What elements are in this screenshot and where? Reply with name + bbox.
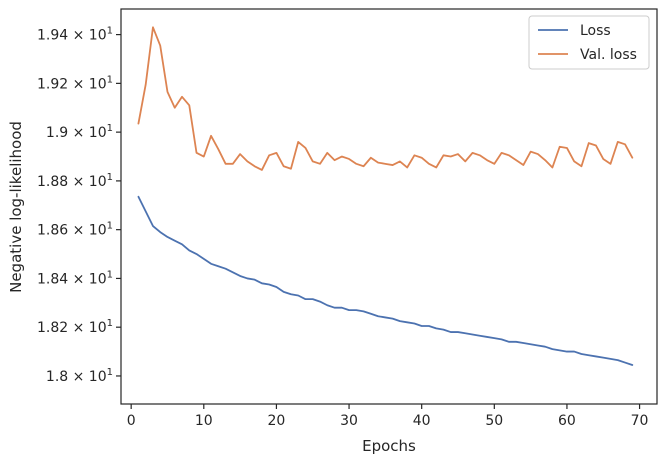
series-line-loss — [137, 195, 634, 366]
y-tick-label: 1.8 × 101 — [46, 367, 113, 385]
x-tick-label: 60 — [558, 413, 576, 429]
legend: Loss Val. loss — [528, 15, 650, 70]
legend-label-loss: Loss — [580, 23, 611, 39]
x-tick-label: 70 — [631, 413, 649, 429]
x-tick-label: 40 — [413, 413, 431, 429]
series-layer — [137, 26, 634, 366]
y-tick-label: 1.88 × 101 — [37, 172, 113, 190]
y-tick-label: 1.94 × 101 — [37, 26, 113, 44]
x-tick-label: 20 — [268, 413, 286, 429]
y-axis-label: Negative log-likelihood — [7, 121, 25, 293]
y-tick-label: 1.86 × 101 — [37, 221, 113, 239]
x-tick-label: 10 — [195, 413, 213, 429]
y-tick-label: 1.92 × 101 — [37, 74, 113, 92]
y-tick-label: 1.9 × 101 — [46, 123, 113, 141]
x-tick-label: 50 — [485, 413, 503, 429]
plot-area — [120, 8, 658, 405]
y-axis: 1.8 × 101 1.82 × 101 1.84 × 101 1.86 × 101 1… — [37, 26, 121, 385]
series-line-val-loss — [137, 26, 634, 171]
y-tick-label: 1.84 × 101 — [37, 269, 113, 287]
x-axis: 0 10 20 30 40 50 60 70 — [127, 404, 649, 429]
x-axis-label: Epochs — [362, 437, 416, 455]
legend-label-val-loss: Val. loss — [580, 47, 637, 63]
y-tick-label: 1.82 × 101 — [37, 318, 113, 336]
x-tick-label: 0 — [127, 413, 136, 429]
x-tick-label: 30 — [340, 413, 358, 429]
